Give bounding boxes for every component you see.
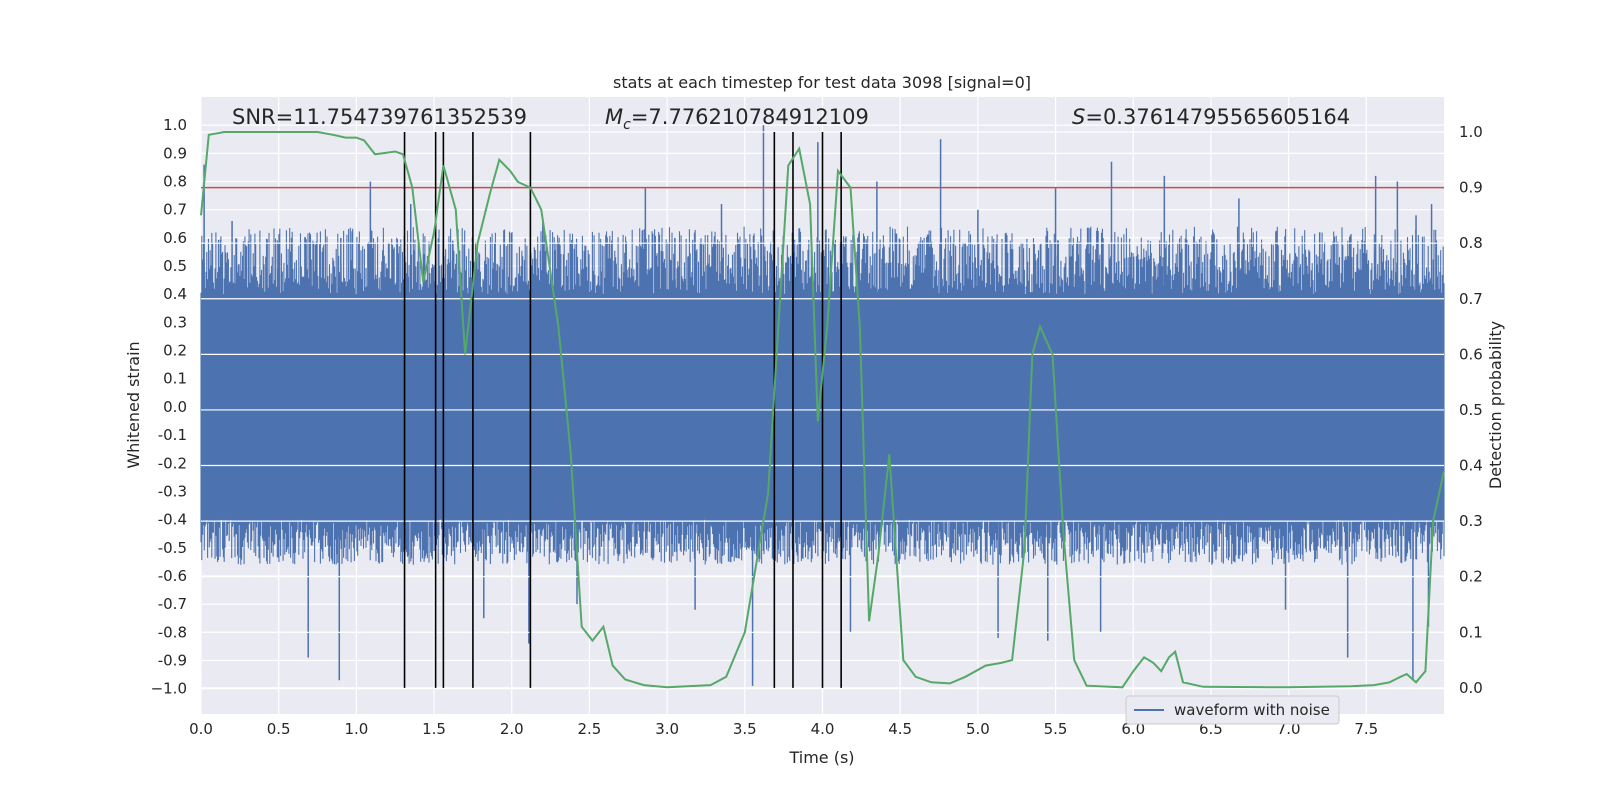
right-y-tick-label: 0.5 <box>1459 401 1483 419</box>
chirp-mass-subscript: c <box>623 117 631 133</box>
x-axis-ticks: 0.0 0.5 1.0 1.5 2.0 2.5 3.0 3.5 4.0 4.5 5.0 5.5 6.0 6… <box>189 720 1378 738</box>
x-tick-label: 3.0 <box>655 720 679 738</box>
x-tick-label: 4.0 <box>811 720 835 738</box>
right-y-axis-label: Detection probability <box>1486 321 1505 489</box>
y-tick-label: -0.3 <box>158 482 187 500</box>
x-tick-label: 4.5 <box>888 720 912 738</box>
chirp-mass-symbol: M <box>605 105 623 129</box>
y-tick-label: 0.3 <box>163 313 187 331</box>
y-tick-label: -0.9 <box>158 651 187 669</box>
legend-label: waveform with noise <box>1174 701 1330 719</box>
right-y-tick-label: 0.8 <box>1459 234 1483 252</box>
right-y-tick-label: 1.0 <box>1459 123 1483 141</box>
y-tick-label: 0.6 <box>163 229 187 247</box>
right-y-tick-label: 0.2 <box>1459 568 1483 586</box>
y-tick-label: 0.9 <box>163 144 187 162</box>
right-y-tick-label: 0.3 <box>1459 512 1483 530</box>
right-y-tick-label: 0.7 <box>1459 290 1483 308</box>
right-y-tick-label: 0.6 <box>1459 345 1483 363</box>
y-tick-label: 0.0 <box>163 398 187 416</box>
x-tick-label: 5.0 <box>966 720 990 738</box>
y-axis-label: Whitened strain <box>124 341 143 468</box>
probability-line <box>200 131 1445 689</box>
right-y-tick-label: 0.4 <box>1459 457 1483 475</box>
x-tick-label: 2.0 <box>500 720 524 738</box>
chart-title: stats at each timestep for test data 309… <box>613 73 1031 92</box>
legend-box <box>1125 695 1340 725</box>
x-tick-label: 1.0 <box>344 720 368 738</box>
y-axis-ticks: 1.0 0.9 0.8 0.7 0.6 0.5 0.4 0.3 0.2 0.1 0.0 -0.1 -0.… <box>151 116 187 697</box>
y-tick-label: 0.8 <box>163 173 187 191</box>
detection-probability-series <box>200 131 1445 689</box>
y-tick-label: -0.7 <box>158 595 187 613</box>
y-tick-label: -0.6 <box>158 567 187 585</box>
x-tick-label: 3.5 <box>733 720 757 738</box>
y-tick-label: 0.7 <box>163 201 187 219</box>
x-tick-label: 0.5 <box>267 720 291 738</box>
y-tick-label: 0.1 <box>163 370 187 388</box>
x-tick-label: 5.5 <box>1044 720 1068 738</box>
right-y-axis-ticks: 1.0 0.9 0.8 0.7 0.6 0.5 0.4 0.3 0.2 0.1 0.0 <box>1459 123 1483 697</box>
chirp-mass-value: =7.776210784912109 <box>631 105 869 129</box>
s-annotation: S=0.37614795565605164 <box>1072 105 1350 129</box>
y-tick-label: 0.5 <box>163 257 187 275</box>
y-tick-label: −1.0 <box>151 680 187 698</box>
y-tick-label: 0.2 <box>163 342 187 360</box>
chirp-mass-annotation: Mc=7.776210784912109 <box>605 105 869 133</box>
y-tick-label: -0.5 <box>158 539 187 557</box>
legend: waveform with noise <box>1125 695 1340 725</box>
y-tick-label: 1.0 <box>163 116 187 134</box>
x-tick-label: 2.5 <box>578 720 602 738</box>
snr-annotation: SNR=11.754739761352539 <box>232 105 527 129</box>
y-tick-label: -0.8 <box>158 623 187 641</box>
s-symbol: S <box>1072 105 1085 129</box>
right-y-tick-label: 0.9 <box>1459 179 1483 197</box>
y-tick-label: -0.4 <box>158 511 187 529</box>
s-value: =0.37614795565605164 <box>1085 105 1350 129</box>
x-tick-label: 7.5 <box>1354 720 1378 738</box>
y-tick-label: -0.2 <box>158 454 187 472</box>
x-tick-label: 1.5 <box>422 720 446 738</box>
x-tick-label: 0.0 <box>189 720 213 738</box>
right-y-tick-label: 0.1 <box>1459 623 1483 641</box>
x-axis-label: Time (s) <box>788 748 854 767</box>
trigger-vertical-lines <box>403 132 842 688</box>
right-y-tick-label: 0.0 <box>1459 679 1483 697</box>
y-tick-label: -0.1 <box>158 426 187 444</box>
y-tick-label: 0.4 <box>163 285 187 303</box>
